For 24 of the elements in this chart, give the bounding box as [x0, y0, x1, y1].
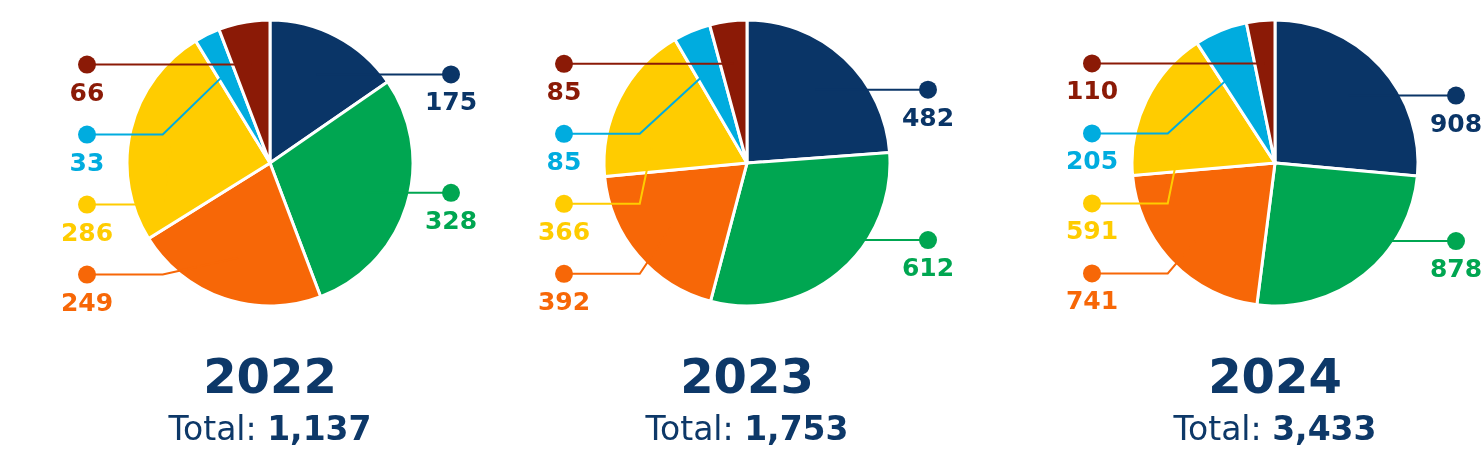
data-label: 482	[901, 102, 955, 132]
text: Total: 3,433	[1172, 409, 1377, 448]
data-label: 392	[537, 286, 591, 316]
data-label: 286	[60, 217, 114, 247]
data-label: 366	[537, 216, 591, 246]
data-label: 85	[546, 76, 582, 106]
data-label: 110	[1065, 76, 1119, 106]
data-label: 328	[424, 205, 478, 235]
text: 2023	[680, 348, 814, 404]
data-label: 878	[1429, 254, 1483, 284]
text: 2022	[203, 348, 337, 404]
data-label: 66	[69, 77, 105, 107]
data-label: 205	[1065, 146, 1119, 176]
data-label: 908	[1429, 108, 1483, 138]
data-label: 741	[1065, 286, 1119, 316]
data-label: 612	[901, 253, 955, 283]
data-label: 249	[60, 287, 114, 317]
data-label: 85	[546, 146, 582, 176]
data-label: 591	[1065, 216, 1119, 246]
text: Total: 1,753	[644, 409, 849, 448]
text: Total: 1,137	[167, 409, 372, 448]
data-label: 33	[69, 147, 105, 177]
data-label: 175	[424, 87, 478, 117]
text: 2024	[1208, 348, 1342, 404]
